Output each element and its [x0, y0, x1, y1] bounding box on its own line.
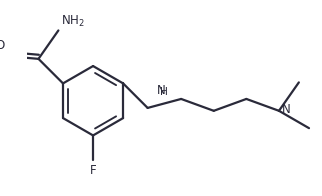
Text: NH$_2$: NH$_2$: [61, 14, 85, 29]
Text: H: H: [160, 87, 168, 97]
Text: N: N: [157, 84, 166, 97]
Text: O: O: [0, 39, 5, 52]
Text: N: N: [282, 103, 290, 116]
Text: F: F: [90, 164, 96, 177]
